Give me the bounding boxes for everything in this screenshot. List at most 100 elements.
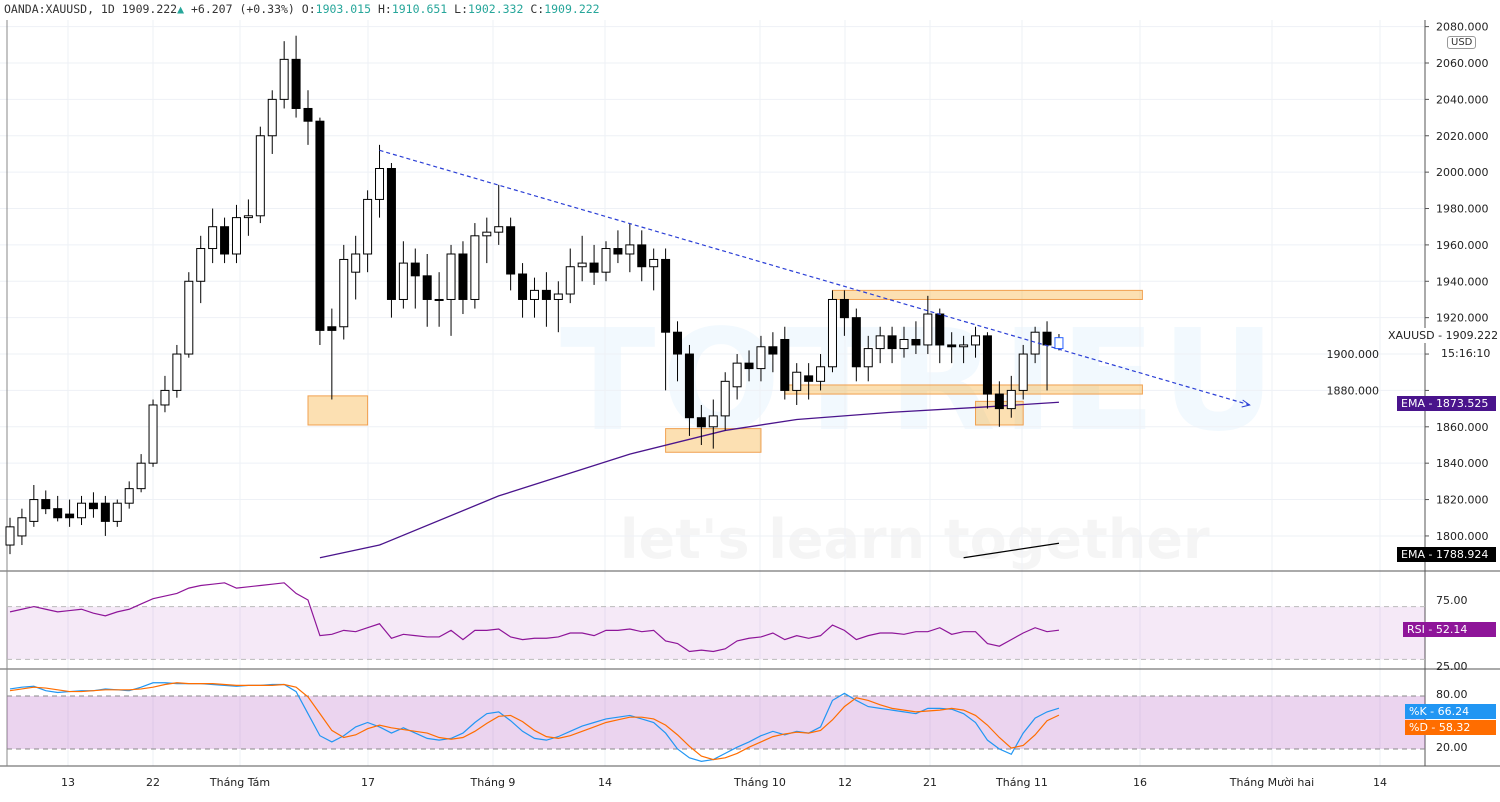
candle [434, 272, 444, 327]
price-tick-label: 1940.000 [1436, 275, 1489, 288]
candle [565, 248, 575, 304]
ema200-badge-label: EMA [1401, 548, 1425, 561]
candle-body [315, 120, 325, 331]
high-label: H: [377, 2, 392, 16]
candle-body [637, 244, 647, 268]
candle-body [339, 258, 349, 328]
d-badge-label: %D [1409, 721, 1428, 734]
candle [220, 217, 230, 264]
ema200-line [963, 542, 1060, 559]
time-tick-label: 21 [923, 776, 937, 789]
candle-body [1018, 353, 1028, 391]
price-label: XAUUSD - 1909.222 [1384, 328, 1500, 343]
candle [243, 199, 253, 236]
candle-body [29, 499, 39, 522]
candle-body [577, 262, 587, 268]
candle-body [625, 244, 635, 255]
candle [53, 495, 63, 522]
candle-body [303, 107, 313, 122]
candle-body [518, 273, 528, 300]
candle [982, 332, 992, 409]
time-tick-label: 16 [1133, 776, 1147, 789]
rsi-badge: RSI - 52.14 [1403, 622, 1496, 637]
price-tick-label: 2000.000 [1436, 166, 1489, 179]
time-tick-label: 13 [61, 776, 75, 789]
candle [637, 230, 647, 282]
candle-body [88, 502, 98, 510]
candle-body [875, 335, 885, 350]
candle-body [136, 462, 146, 490]
candle-body [100, 502, 110, 522]
price-tick-label: 2080.000 [1436, 21, 1489, 34]
candle [541, 272, 551, 327]
candle-body [41, 499, 51, 510]
time-tick-label: 22 [146, 776, 160, 789]
trendline-dashed [379, 149, 1250, 406]
symbol-header: OANDA:XAUUSD, 1D 1909.222▲ +6.207 (+0.33… [4, 2, 600, 16]
time-tick-label: Tháng 10 [733, 776, 786, 789]
candle-body [398, 262, 408, 300]
k-badge: %K - 66.24 [1405, 704, 1496, 719]
candle-body [863, 348, 873, 368]
candle [947, 332, 957, 364]
candle [231, 204, 241, 264]
candle [148, 399, 158, 467]
k-badge-value: 66.24 [1437, 705, 1470, 718]
candle-body [482, 231, 492, 237]
candle [720, 372, 730, 431]
price-label-symbol: XAUUSD [1388, 329, 1435, 342]
candle-body [255, 135, 265, 217]
candle-body [971, 335, 981, 346]
rsi-tick-label: 25.00 [1436, 660, 1468, 673]
ema50-badge-value: 1873.525 [1435, 397, 1489, 410]
candle-body [208, 226, 218, 250]
candle-body [5, 526, 15, 546]
candle [827, 290, 837, 373]
candle-body [708, 415, 718, 428]
candle [1042, 321, 1052, 391]
candle [816, 354, 826, 391]
close-label: C: [530, 2, 545, 16]
candle [935, 308, 945, 364]
candle-body [923, 313, 933, 346]
price-tick-label: 1960.000 [1436, 239, 1489, 252]
candle [589, 244, 599, 285]
price-tick-label: 2020.000 [1436, 130, 1489, 143]
candle [494, 184, 504, 245]
time-tick-label: 12 [838, 776, 852, 789]
candle [851, 308, 861, 382]
candle-body [172, 353, 182, 391]
candle [351, 235, 361, 300]
currency-badge[interactable]: USD [1447, 36, 1477, 49]
candle-body [673, 331, 683, 355]
candle [65, 499, 75, 527]
watermark-brand: TOTRIEU [560, 300, 1282, 463]
candle-body [17, 517, 27, 537]
ema200-badge-value: 1788.924 [1435, 548, 1489, 561]
candle [756, 335, 766, 382]
candle-body [386, 168, 396, 300]
k-badge-label: %K [1409, 705, 1427, 718]
candle [184, 272, 194, 358]
candle-body [1054, 337, 1064, 350]
time-tick-label: 14 [1373, 776, 1387, 789]
candle-body [375, 168, 385, 200]
candle-body [816, 366, 826, 382]
price-tick-label: 1900.000 [1327, 348, 1380, 361]
candle-body [541, 289, 551, 300]
up-triangle-icon: ▲ [177, 2, 185, 16]
candle [315, 117, 325, 345]
stoch-band [7, 696, 1425, 749]
candle [613, 230, 623, 264]
candle [529, 277, 539, 318]
candle [792, 363, 802, 405]
candle-body [351, 253, 361, 273]
candle [279, 41, 289, 109]
candle [482, 217, 492, 264]
candle [327, 308, 337, 400]
rsi-line [9, 582, 1060, 653]
candle [112, 499, 122, 527]
candle-body [434, 298, 444, 301]
symbol-name[interactable]: OANDA:XAUUSD, 1D [4, 2, 115, 16]
